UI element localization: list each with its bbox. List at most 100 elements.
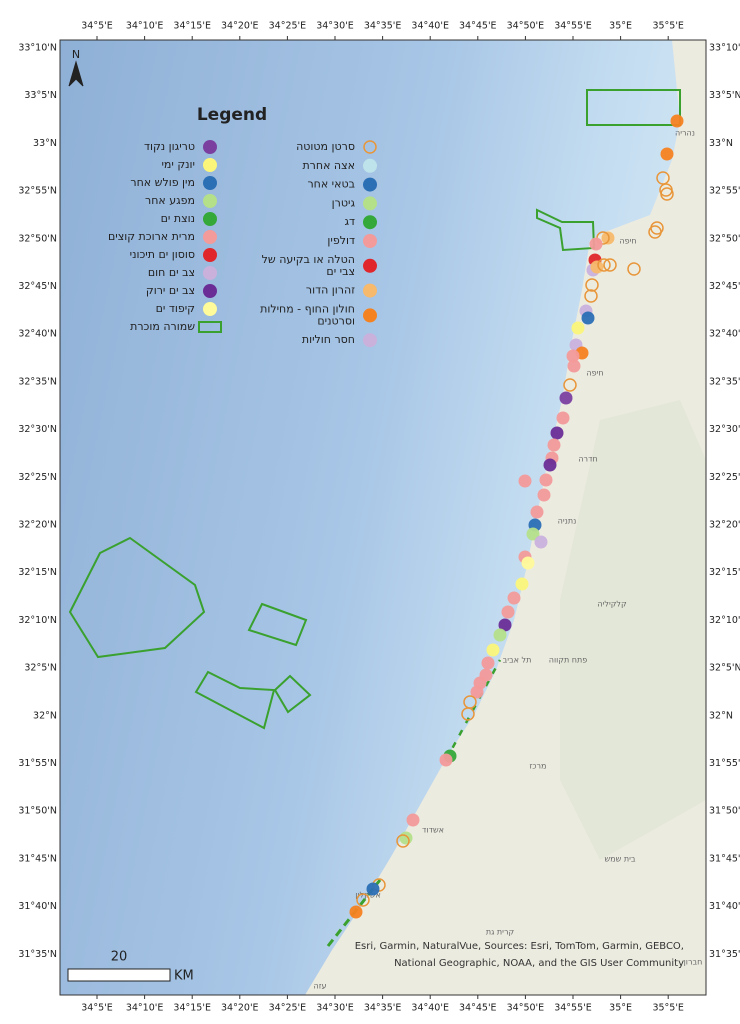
latitude-label: 32°20'N — [18, 520, 57, 531]
place-label: חדרה — [578, 455, 597, 464]
attribution: National Geographic, NOAA, and the GIS U… — [394, 958, 684, 969]
marker — [547, 438, 561, 452]
marker — [590, 260, 604, 274]
marker — [521, 556, 535, 570]
latitude-label: 32°25'N — [18, 472, 57, 483]
legend-label: גיטרן — [332, 196, 356, 209]
latitude-label: 32°40'N — [709, 329, 740, 340]
longitude-label: 34°40'E — [411, 1003, 449, 1014]
legend-swatch — [363, 308, 377, 323]
latitude-label: 33°N — [33, 138, 57, 149]
latitude-label: 32°5'N — [24, 663, 57, 674]
legend-label: טריגון נקוד — [144, 140, 195, 153]
legend-title: Legend — [197, 105, 267, 125]
marker — [507, 591, 521, 605]
latitude-label: 32°15'N — [709, 567, 740, 578]
legend-label: סרטן מטוטה — [296, 140, 355, 153]
legend-swatch — [203, 212, 217, 226]
legend-label: שמורה מוכרת — [130, 320, 195, 333]
legend-label: נוצת ים — [161, 212, 195, 225]
legend-swatch — [203, 140, 217, 154]
marker — [518, 474, 532, 488]
legend-swatch — [363, 283, 377, 298]
place-label: נהריה — [675, 129, 695, 138]
marker — [550, 426, 564, 440]
marker — [556, 411, 570, 425]
marker — [589, 237, 603, 251]
latitude-label: 32°30'N — [18, 424, 57, 435]
legend-swatch — [363, 333, 377, 348]
longitude-label: 35°5'E — [652, 1003, 684, 1014]
legend-label: הטלה או בקיעה של — [262, 253, 355, 266]
scale-value: 20 — [111, 950, 128, 965]
legend-swatch — [363, 177, 377, 192]
latitude-label: 32°55'N — [709, 186, 740, 197]
latitude-label: 31°40'N — [709, 901, 740, 912]
latitude-label: 31°55'N — [709, 758, 740, 769]
marker — [627, 262, 641, 276]
legend-swatch — [363, 215, 377, 230]
legend-swatch — [363, 196, 377, 211]
marker — [584, 289, 598, 303]
longitude-label: 34°20'E — [221, 1003, 259, 1014]
place-label: חיפה — [586, 369, 603, 378]
latitude-label: 32°30'N — [709, 424, 740, 435]
legend-label: וסרטנים — [317, 314, 355, 327]
place-label: נתניה — [558, 517, 577, 526]
legend-label: מין פולש אחר — [130, 176, 195, 189]
legend-label: חסר חוליות — [302, 333, 355, 346]
legend-swatch — [363, 140, 377, 154]
latitude-label: 32°45'N — [709, 281, 740, 292]
latitude-label: 32°20'N — [709, 520, 740, 531]
place-label: חברון — [684, 958, 703, 967]
longitude-label: 35°E — [609, 1003, 632, 1014]
marker — [543, 458, 557, 472]
longitude-label: 34°10'E — [126, 1003, 164, 1014]
legend-label: צב ים חום — [148, 266, 195, 279]
legend-label: צב ים ירוק — [146, 284, 195, 297]
marker — [563, 378, 577, 392]
longitude-label: 34°30'E — [316, 21, 354, 32]
longitude-label: 34°40'E — [411, 21, 449, 32]
longitude-label: 34°15'E — [173, 21, 211, 32]
latitude-label: 31°50'N — [709, 806, 740, 817]
marker — [396, 834, 410, 848]
marker — [406, 813, 420, 827]
place-label: חיפה — [619, 237, 636, 246]
marker — [461, 707, 475, 721]
marker — [601, 231, 615, 245]
marker — [603, 258, 617, 272]
longitude-label: 34°15'E — [173, 1003, 211, 1014]
marker — [660, 187, 674, 201]
latitude-label: 31°45'N — [18, 853, 57, 864]
scale-bar: 20 KM — [67, 950, 194, 984]
legend-swatch — [363, 158, 377, 173]
legend-swatch — [363, 234, 377, 248]
legend-swatch — [203, 158, 217, 172]
marker — [501, 605, 515, 619]
marker — [470, 685, 484, 699]
legend-swatch — [203, 284, 217, 298]
latitude-label: 33°5'N — [24, 90, 57, 101]
marker — [515, 577, 529, 591]
marker — [660, 147, 674, 161]
longitude-label: 34°5'E — [81, 1003, 113, 1014]
marker — [571, 321, 585, 335]
longitude-label: 34°5'E — [81, 21, 113, 32]
legend-label: קיפוד ים — [156, 302, 195, 315]
latitude-label: 32°55'N — [18, 186, 57, 197]
place-label: עזה — [313, 982, 326, 991]
marker — [566, 349, 580, 363]
marker — [439, 753, 453, 767]
legend-swatch — [198, 321, 222, 333]
latitude-label: 31°55'N — [18, 758, 57, 769]
marker — [486, 643, 500, 657]
legend-label: יונק ימי — [161, 158, 195, 171]
latitude-label: 31°40'N — [18, 901, 57, 912]
longitude-label: 34°10'E — [126, 21, 164, 32]
latitude-label: 32°N — [709, 710, 733, 721]
marker — [498, 618, 512, 632]
marker — [648, 225, 662, 239]
longitude-label: 34°20'E — [221, 21, 259, 32]
